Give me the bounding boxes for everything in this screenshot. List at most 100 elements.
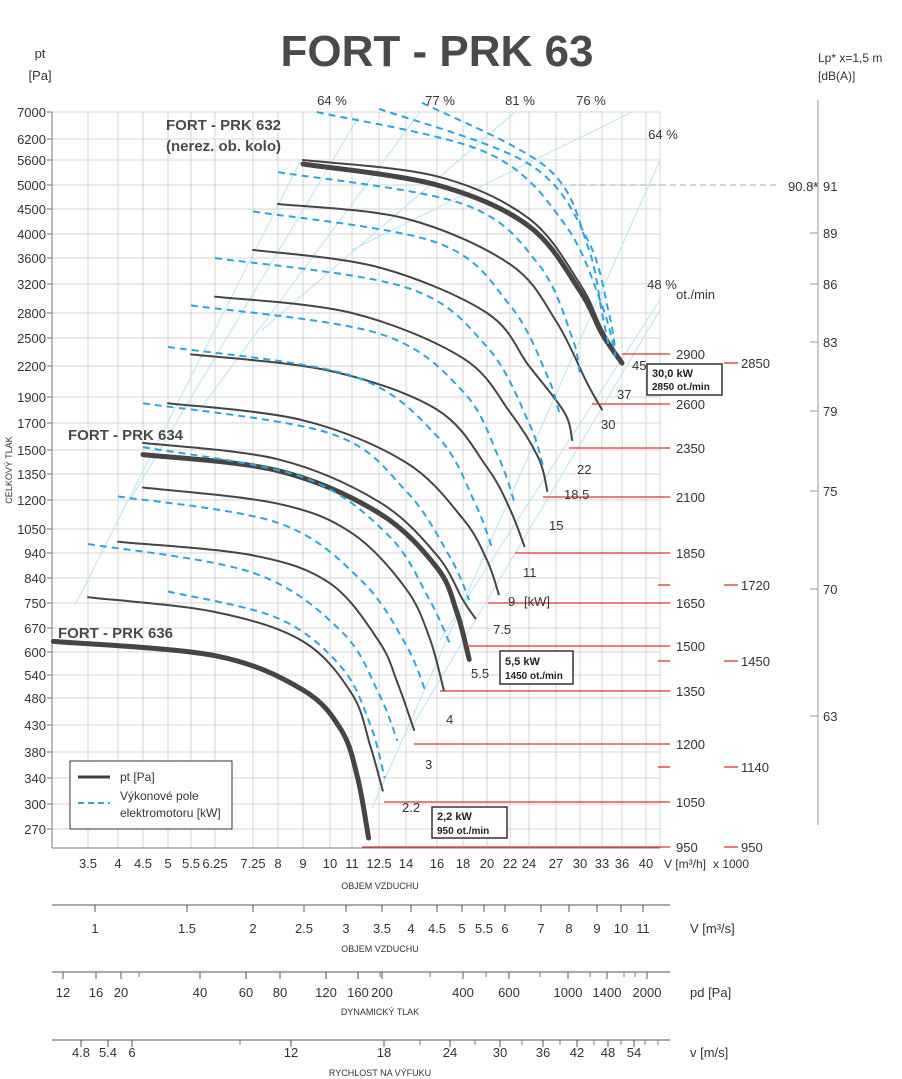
db-label: 86 xyxy=(823,277,837,292)
flow-scale-tick-label: 1.5 xyxy=(178,921,196,936)
flow-scale-tick-label: 6 xyxy=(501,921,508,936)
legend-dashed-label: Výkonové pole xyxy=(120,789,199,803)
info-box-30kw-speed: 2850 ot./min xyxy=(652,382,710,393)
pd-scale-tick-label: 80 xyxy=(273,985,287,1000)
y-unit-top: pt xyxy=(35,46,46,61)
velocity-scale-tick-label: 18 xyxy=(377,1045,391,1060)
fan-curve xyxy=(87,596,384,792)
x-tick-label: 6.25 xyxy=(202,856,227,871)
pd-scale-tick-label: 12 xyxy=(56,985,70,1000)
x-tick-label: 24 xyxy=(522,856,536,871)
fan-curve xyxy=(190,353,526,548)
y-tick-label: 1350 xyxy=(17,467,46,482)
power-label: 37 xyxy=(617,387,631,402)
x-tick-label: 8 xyxy=(274,856,281,871)
rpm-label: 2100 xyxy=(676,490,705,505)
power-curve xyxy=(316,111,617,357)
pd-scale-tick-label: 600 xyxy=(498,985,520,1000)
flow-scale-tick-label: 9 xyxy=(593,921,600,936)
y-axis-label: CELKOVÝ TLAK xyxy=(4,436,14,503)
y-tick-label: 300 xyxy=(24,797,46,812)
y-tick-label: 5600 xyxy=(17,153,46,168)
power-curve xyxy=(214,257,544,467)
y-tick-label: 1900 xyxy=(17,390,46,405)
rpm-label: 1200 xyxy=(676,737,705,752)
flow-scale-tick-label: 4.5 xyxy=(428,921,446,936)
efficiency-guide-line xyxy=(409,309,661,731)
y-tick-label: 2500 xyxy=(17,331,46,346)
y-tick-label: 7000 xyxy=(17,105,46,120)
y-tick-label: 2800 xyxy=(17,306,46,321)
right-unit-bottom: [dB(A)] xyxy=(818,69,855,83)
efficiency-label: 81 % xyxy=(505,93,535,108)
fan-curve xyxy=(167,402,500,596)
x-tick-label: 14 xyxy=(399,856,413,871)
x-tick-label: 30 xyxy=(573,856,587,871)
y-unit-bottom: [Pa] xyxy=(28,68,51,83)
pd-scale-tick-label: 1400 xyxy=(593,985,622,1000)
rpm-label: 950 xyxy=(676,840,698,855)
fan-curve xyxy=(142,486,445,691)
legend: pt [Pa] Výkonové pole elektromotoru [kW] xyxy=(69,760,233,830)
power-curve xyxy=(167,590,386,779)
x-tick-label: 18 xyxy=(456,856,470,871)
flow-scale-tick-label: 1 xyxy=(91,921,98,936)
x-tick-label: 11 xyxy=(345,856,359,871)
fan-curve xyxy=(277,203,603,411)
velocity-scale-tick-label: 5.4 xyxy=(99,1045,117,1060)
rpm-unit: ot./min xyxy=(676,287,715,302)
power-label: 15 xyxy=(549,518,563,533)
power-label: 30 xyxy=(601,417,615,432)
power-curve xyxy=(277,171,581,377)
power-curve xyxy=(87,543,399,742)
pd-scale-unit: pd [Pa] xyxy=(690,985,731,1000)
y-tick-label: 1200 xyxy=(17,493,46,508)
legend-box xyxy=(69,760,233,830)
x-tick-label: 33 xyxy=(595,856,609,871)
x-tick-label: 9 xyxy=(299,856,306,871)
flow-scale-tick-label: 10 xyxy=(614,921,628,936)
x-tick-label: 7.25 xyxy=(240,856,265,871)
rpm-label: 1050 xyxy=(676,795,705,810)
rpm-label: 1650 xyxy=(676,596,705,611)
efficiency-label: 48 % xyxy=(647,277,677,292)
flow-scale-tick-label: 11 xyxy=(636,921,650,936)
power-curve xyxy=(117,495,427,691)
y-tick-label: 670 xyxy=(24,621,46,636)
rpm-alt-label: 1720 xyxy=(741,578,770,593)
flow-scale-label: OBJEM VZDUCHU xyxy=(341,944,419,954)
rpm-alt-label: 2850 xyxy=(741,356,770,371)
efficiency-guide-line xyxy=(351,111,633,251)
y-tick-label: 2200 xyxy=(17,359,46,374)
velocity-scale-tick-label: 4.8 xyxy=(72,1045,90,1060)
efficiency-label: 64 % xyxy=(648,127,678,142)
efficiency-label: 76 % xyxy=(576,93,606,108)
y-tick-label: 380 xyxy=(24,745,46,760)
flow-scale-tick-label: 3 xyxy=(342,921,349,936)
flow-scale-tick-label: 2 xyxy=(249,921,256,936)
pd-scale-tick-label: 2000 xyxy=(633,985,662,1000)
velocity-scale-tick-label: 12 xyxy=(284,1045,298,1060)
db-label: 83 xyxy=(823,335,837,350)
rpm-alt-label: 950 xyxy=(741,840,763,855)
x-tick-label: 40 xyxy=(639,856,653,871)
pd-scale-tick-label: 160 xyxy=(347,985,369,1000)
efficiency-label: 77 % xyxy=(425,93,455,108)
flow-scale-tick-label: 7 xyxy=(537,921,544,936)
y-tick-label: 5000 xyxy=(17,178,46,193)
model-label-632: FORT - PRK 632 xyxy=(166,117,281,134)
fan-curve xyxy=(300,161,625,366)
x-tick-label: 20 xyxy=(480,856,494,871)
fan-curve xyxy=(252,248,574,442)
fan-curve xyxy=(50,638,372,841)
power-label: 9 xyxy=(508,594,515,609)
fan-curve xyxy=(117,540,416,732)
power-label: 4 xyxy=(446,712,453,727)
power-label: 2.2 xyxy=(402,800,420,815)
flow-scale-tick-label: 5 xyxy=(458,921,465,936)
power-curve xyxy=(142,446,452,646)
info-box-5-5kw: 5,5 kW 1450 ot./min xyxy=(499,650,574,685)
grid: 7000620056005000450040003600320028002500… xyxy=(17,100,819,871)
efficiency-guide-line xyxy=(371,159,661,809)
